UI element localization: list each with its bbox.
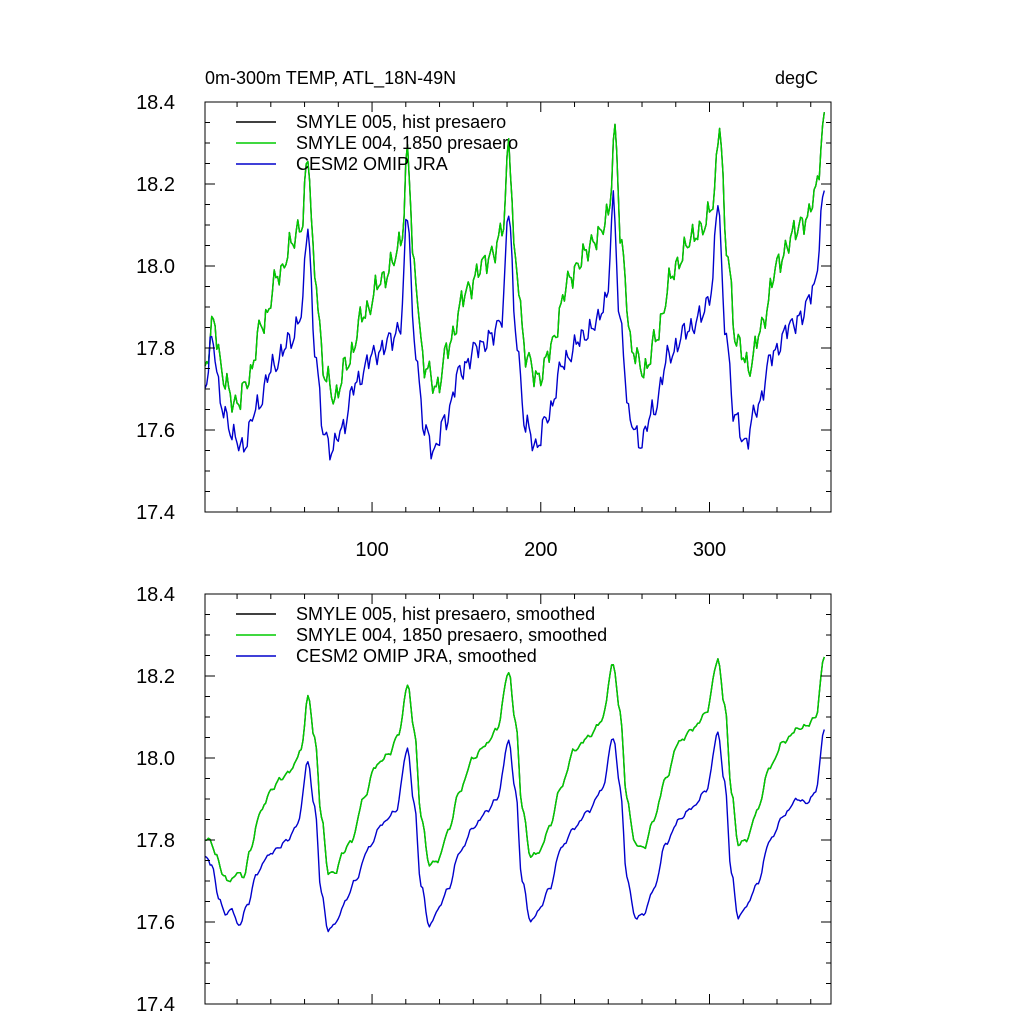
y-tick-label: 18.4 [136,584,175,606]
y-tick-label: 17.8 [136,830,175,852]
chart-title: 0m-300m TEMP, ATL_18N-49N [205,68,456,89]
y-tick-label: 17.8 [136,338,175,360]
legend-label-1: SMYLE 004, 1850 presaero [296,133,518,153]
legend-label-1: SMYLE 004, 1850 presaero, smoothed [296,625,607,645]
legend-label-0: SMYLE 005, hist presaero [296,112,506,132]
y-tick-label: 18.2 [136,666,175,688]
series-line-1 [204,656,825,883]
series-line-0 [204,656,825,883]
y-tick-label: 18.0 [136,748,175,770]
y-tick-label: 17.6 [136,420,175,442]
x-tick-label: 200 [524,539,557,561]
y-tick-label: 18.4 [136,92,175,114]
bottom-panel: 17.4 17.6 17.8 18.0 18.2 18.4 SMYLE 005, hist… [136,584,832,1016]
series-line-1 [204,112,825,413]
y-tick-label: 17.6 [136,912,175,934]
units-label: degC [775,68,818,88]
series-line-2 [204,190,825,461]
y-tick-label: 17.4 [136,994,175,1016]
x-tick-label: 300 [693,539,726,561]
legend-label-2: CESM2 OMIP JRA [296,154,448,174]
y-tick-label: 18.0 [136,256,175,278]
top-panel: 0m-300m TEMP, ATL_18N-49N degC 17.4 17.6 1… [136,68,832,561]
y-tick-label: 18.2 [136,174,175,196]
legend-label-2: CESM2 OMIP JRA, smoothed [296,646,537,666]
legend-label-0: SMYLE 005, hist presaero, smoothed [296,604,595,624]
y-tick-label: 17.4 [136,502,175,524]
x-tick-label: 100 [355,539,388,561]
series-line-2 [204,729,825,933]
